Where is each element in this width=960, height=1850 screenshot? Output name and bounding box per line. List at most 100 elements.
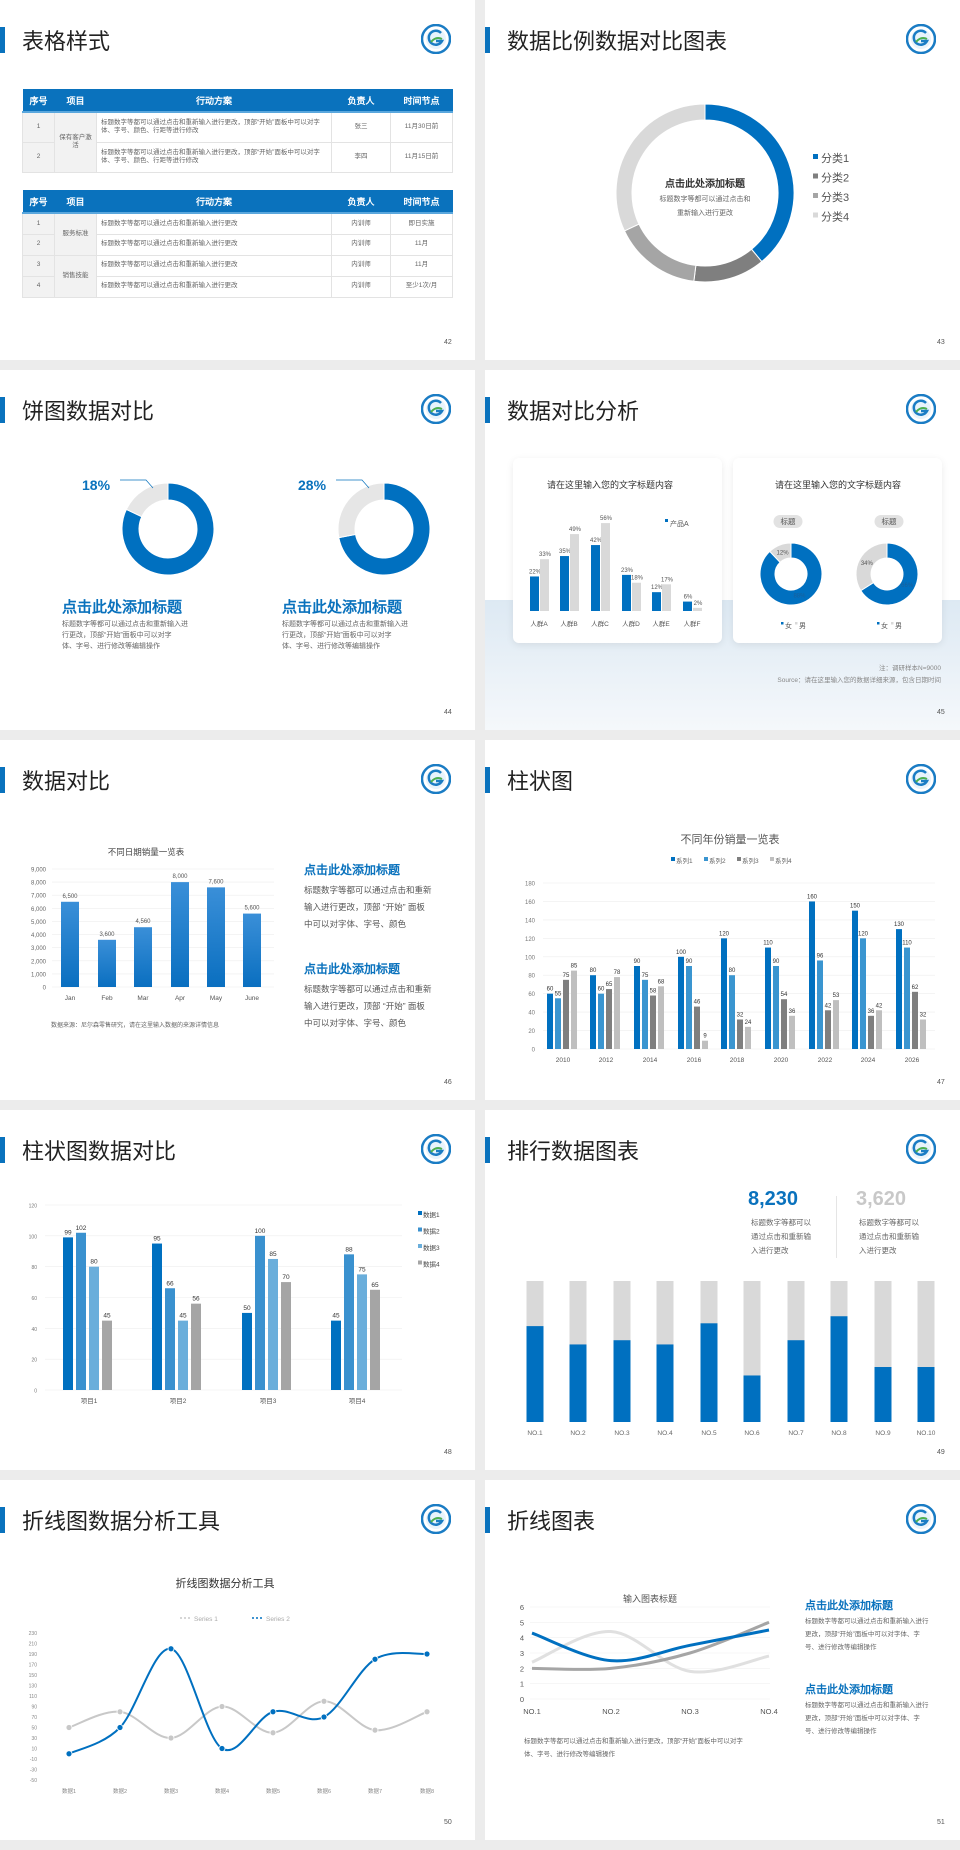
table-row: 1 服务标准 标题数字等都可以通过点击和重新输入进行更改 内训师 即日实施: [22, 212, 453, 256]
bar: [662, 584, 671, 611]
bar: [825, 1010, 831, 1049]
tag-pill: 标题: [874, 515, 904, 528]
bar: [614, 977, 620, 1049]
slide-title: 排行数据图表: [507, 1139, 640, 1164]
y-tick-label: 5,000: [31, 920, 47, 926]
donut-slice: [623, 223, 697, 282]
slide-title: 柱状图: [507, 769, 574, 794]
row-index: 2: [22, 141, 55, 173]
text-line: 体、字号、进行修改等编辑操作: [282, 643, 380, 651]
bar: [833, 1000, 839, 1049]
bar: [781, 999, 787, 1049]
slide-46: 数据对比 不同日期销量一览表 0 1,000 2,000 3,000 4,000 5,000…: [0, 740, 475, 1100]
data-label: 80: [590, 968, 597, 974]
column-header: 负责人: [331, 190, 391, 214]
legend-label: 分类1: [821, 151, 849, 165]
school-emblem-logo: [421, 394, 451, 424]
bar: [591, 545, 600, 611]
bar: [152, 1243, 162, 1390]
category-label: May: [210, 995, 223, 1002]
donut-center-title: 点击此处添加标题: [665, 179, 745, 190]
school-emblem-logo: [906, 394, 936, 424]
percent-label: 18%: [82, 477, 111, 493]
bar: [331, 1320, 341, 1390]
item-heading: 点击此处添加标题: [62, 599, 183, 616]
source-note: Source：请在这里输入您的数据详细来源，包含日期时间: [777, 677, 941, 684]
category-label: Feb: [101, 995, 113, 1002]
legend-label: 数据4: [423, 1260, 440, 1269]
category-label: Mar: [137, 995, 149, 1002]
bar: [255, 1235, 265, 1390]
legend-swatch: [418, 1211, 422, 1215]
legend-label: 数据2: [423, 1227, 440, 1236]
category-label: 数据1: [62, 1787, 76, 1795]
y-tick-label: 160: [525, 900, 536, 906]
column-header: 序号: [22, 89, 55, 113]
category-label: 人群C: [591, 619, 609, 628]
data-label: 22%: [529, 569, 542, 575]
page-number: 48: [444, 1449, 452, 1456]
school-emblem-logo: [421, 1134, 451, 1164]
legend-swatch: [877, 622, 880, 625]
category-label: NO.8: [831, 1430, 847, 1437]
legend-swatch: [795, 622, 798, 625]
bar-fill: [830, 1316, 848, 1422]
y-tick-label: 1,000: [31, 972, 47, 978]
row-deadline: 11月15日前: [390, 141, 453, 173]
category-donut-chart: 分类1 分类2 分类3 分类4: [615, 103, 849, 283]
category-label: 项目1: [81, 1397, 98, 1405]
row-index: 3: [22, 254, 55, 277]
item-heading: 点击此处添加标题: [282, 599, 403, 616]
sample-note: 注：调研样本N=9000: [879, 665, 941, 672]
column-header: 项目: [54, 190, 97, 214]
bar: [809, 901, 815, 1049]
category-label: NO.6: [744, 1430, 760, 1437]
y-tick-label: 20: [528, 1029, 535, 1035]
category-label: June: [245, 995, 259, 1002]
text-line: 体、字号、进行修改等编辑操作: [62, 643, 160, 651]
bar: [773, 966, 779, 1049]
bar: [860, 938, 866, 1049]
data-label: 110: [763, 941, 773, 947]
category-label: 数据3: [164, 1787, 178, 1795]
bar: [789, 1015, 795, 1049]
category-label: Apr: [175, 995, 186, 1002]
bar-fill: [613, 1340, 631, 1422]
legend-swatch: [671, 857, 675, 861]
row-deadline: 即日实施: [390, 212, 453, 235]
category-label: 数据4: [215, 1787, 229, 1795]
bar-fill: [526, 1326, 544, 1422]
item-text: 标题数字等都可以通过点击和重新输入进 行更改，顶部“开始”面板中可以对字 体、字号、…: [282, 619, 408, 653]
donut-center-text: 重新输入进行更改: [677, 210, 733, 217]
data-label: 85: [269, 1251, 277, 1258]
category-label: 2022: [818, 1057, 833, 1064]
category-label: 项目4: [349, 1397, 366, 1405]
bar: [737, 1019, 743, 1049]
page-number: 45: [937, 709, 945, 716]
data-point: [167, 1645, 175, 1653]
y-tick-label: 0: [34, 1389, 37, 1395]
data-label: 9: [703, 1034, 707, 1040]
legend-label: 产品A: [670, 519, 689, 528]
slice-label: 12%: [777, 551, 790, 557]
slide-51: 折线图表 输入图表标题 0 1 2 3 4 5 6 NO.1 NO.2 NO.3 NO.4 标题数字等…: [485, 1480, 960, 1840]
chart-title: 不同年份销量一览表: [681, 832, 780, 846]
y-tick-label: 1: [520, 1680, 524, 1689]
y-tick-label: -10: [30, 1757, 37, 1763]
y-tick-label: 120: [29, 1204, 38, 1210]
legend-label: Series 1: [194, 1616, 218, 1623]
y-tick-label: -50: [30, 1778, 37, 1784]
bar: [632, 582, 641, 611]
bar: [560, 556, 569, 611]
category-label: NO.5: [701, 1430, 717, 1437]
data-label: 17%: [661, 577, 674, 583]
text-line: 输入进行更改，顶部 “开始” 面板: [304, 902, 425, 912]
bar: [563, 979, 569, 1049]
category-label: 2020: [774, 1057, 789, 1064]
y-tick-label: 230: [29, 1631, 38, 1637]
row-owner: 李四: [331, 141, 391, 173]
bar: [896, 929, 902, 1049]
donut-center-text: 标题数字等都可以通过点击和: [659, 196, 751, 203]
row-owner: 内训师: [331, 254, 391, 277]
text-line: 入进行更改: [859, 1246, 897, 1255]
